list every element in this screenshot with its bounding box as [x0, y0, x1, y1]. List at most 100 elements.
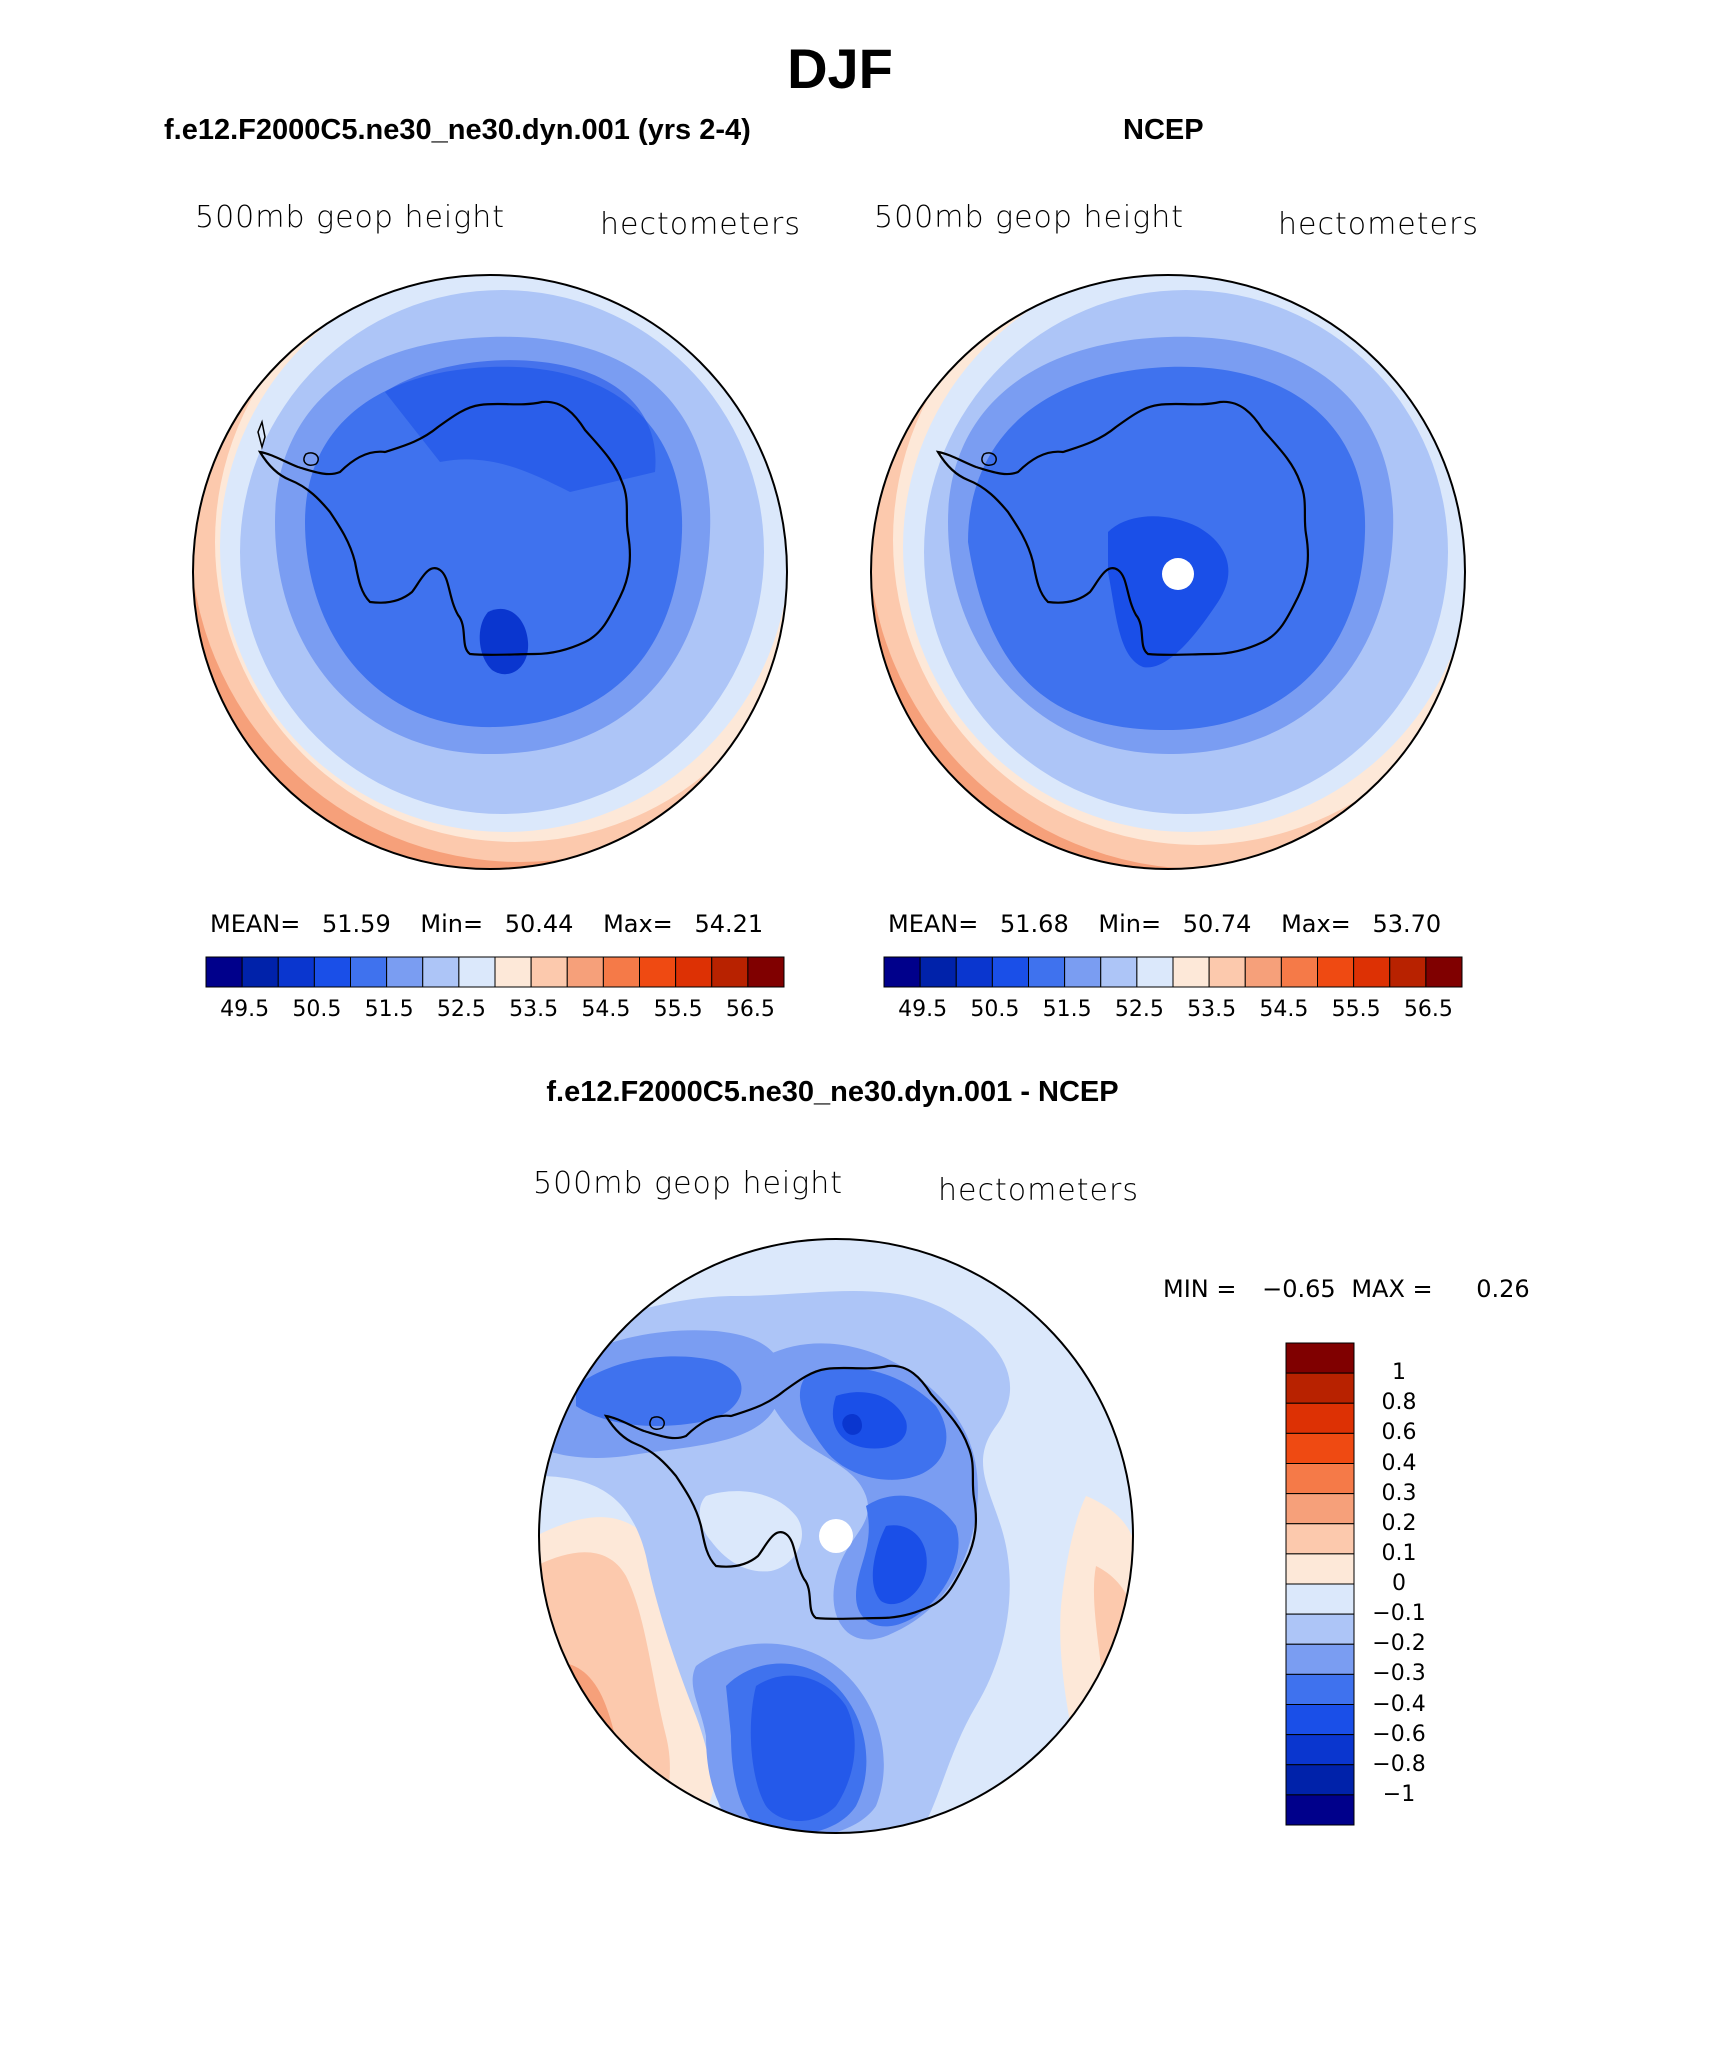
- min-label: Min=: [1098, 910, 1162, 938]
- max-value: 0.26: [1476, 1275, 1530, 1303]
- map-fill-band: [1060, 1496, 1133, 1833]
- colorbar-tick-label: 0.4: [1381, 1450, 1417, 1476]
- obs-colorbar: [883, 956, 1463, 988]
- colorbar-swatch: [1389, 956, 1427, 988]
- obs-units-label: hectometers: [1278, 207, 1479, 242]
- colorbar-swatch: [241, 956, 279, 988]
- colorbar-swatch: [747, 956, 785, 988]
- colorbar-tick-label: 0.2: [1381, 1510, 1417, 1536]
- colorbar-swatch: [1285, 1613, 1355, 1645]
- colorbar-tick-label: 49.5: [220, 997, 270, 1022]
- coastline: [935, 400, 1310, 656]
- pole-missing-data: [1162, 558, 1194, 590]
- colorbar-tick-label: 54.5: [1259, 997, 1309, 1022]
- colorbar-tick-label: 54.5: [581, 997, 631, 1022]
- diff-colorbar-ticks: 1 0.8 0.6 0.4 0.3 0.2 0.1 0 −0.1 −0.2 −0.3 −0.4 −0.6…: [1370, 1343, 1490, 1825]
- map-fill-band: [699, 1491, 802, 1572]
- colorbar-swatch: [566, 956, 604, 988]
- colorbar-swatch: [955, 956, 993, 988]
- colorbar-swatch: [1285, 1432, 1355, 1464]
- coastline: [303, 452, 319, 466]
- colorbar-swatch: [1172, 956, 1210, 988]
- colorbar-swatch: [458, 956, 496, 988]
- diff-stats: MIN = −0.65 MAX = 0.26: [1163, 1275, 1530, 1303]
- mean-value: 51.68: [1000, 910, 1069, 938]
- coastline: [981, 452, 997, 466]
- min-label: Min=: [420, 910, 484, 938]
- colorbar-tick-label: −0.6: [1372, 1721, 1426, 1747]
- colorbar-swatch: [1317, 956, 1355, 988]
- max-value: 53.70: [1372, 910, 1442, 938]
- coastline: [257, 400, 632, 656]
- colorbar-tick-label: 0: [1392, 1571, 1406, 1596]
- map-fill-band: [750, 1675, 855, 1821]
- mean-label: MEAN=: [888, 910, 979, 938]
- colorbar-swatch: [1285, 1402, 1355, 1434]
- max-label: Max=: [1281, 910, 1351, 938]
- obs-variable-label: 500mb geop height: [874, 200, 1185, 235]
- colorbar-tick-label: 0.8: [1381, 1390, 1417, 1416]
- diff-colorbar: [1285, 1342, 1355, 1826]
- colorbar-tick-label: 52.5: [436, 997, 486, 1022]
- colorbar-swatch: [1285, 1523, 1355, 1555]
- map-boundary: [192, 274, 788, 870]
- map-boundary: [870, 274, 1466, 870]
- colorbar-tick-label: −1: [1382, 1781, 1416, 1807]
- mean-value: 51.59: [322, 910, 391, 938]
- colorbar-swatch: [1285, 1794, 1355, 1826]
- max-label: MAX =: [1351, 1275, 1433, 1303]
- colorbar-swatch: [1136, 956, 1174, 988]
- colorbar-tick-label: 51.5: [1042, 997, 1092, 1022]
- colorbar-swatch: [313, 956, 351, 988]
- coastline: [649, 1416, 665, 1430]
- obs-colorbar-ticks: 49.5 50.5 51.5 52.5 53.5 54.5 55.5 56.5: [884, 997, 1462, 1025]
- colorbar-tick-label: −0.4: [1372, 1691, 1426, 1717]
- colorbar-swatch: [1285, 1673, 1355, 1705]
- colorbar-swatch: [1285, 1583, 1355, 1615]
- coastline: [603, 1364, 978, 1620]
- model-variable-label: 500mb geop height: [195, 200, 506, 235]
- model-panel-title: f.e12.F2000C5.ne30_ne30.dyn.001 (yrs 2-4…: [164, 114, 751, 146]
- colorbar-tick-label: 0.1: [1381, 1540, 1417, 1566]
- colorbar-swatch: [1100, 956, 1138, 988]
- colorbar-swatch: [494, 956, 532, 988]
- figure-title: DJF: [787, 37, 893, 100]
- colorbar-tick-label: −0.2: [1372, 1631, 1426, 1657]
- colorbar-tick-label: 51.5: [364, 997, 414, 1022]
- obs-panel-title: NCEP: [1123, 114, 1204, 146]
- map-fill-band: [872, 1525, 927, 1605]
- map-fill-band: [576, 1356, 742, 1426]
- colorbar-swatch: [1425, 956, 1463, 988]
- diff-units-label: hectometers: [938, 1173, 1139, 1208]
- model-stats: MEAN= 51.59 Min= 50.44 Max= 54.21: [210, 910, 763, 938]
- diff-panel-title: f.e12.F2000C5.ne30_ne30.dyn.001 - NCEP: [546, 1076, 1119, 1108]
- mean-label: MEAN=: [210, 910, 301, 938]
- colorbar-swatch: [350, 956, 388, 988]
- colorbar-tick-label: 50.5: [970, 997, 1020, 1022]
- model-units-label: hectometers: [600, 207, 801, 242]
- colorbar-swatch: [1280, 956, 1318, 988]
- colorbar-tick-label: −0.8: [1372, 1751, 1426, 1777]
- model-colorbar-ticks: 49.5 50.5 51.5 52.5 53.5 54.5 55.5 56.5: [206, 997, 784, 1025]
- colorbar-swatch: [530, 956, 568, 988]
- colorbar-swatch: [1285, 1463, 1355, 1495]
- colorbar-swatch: [1285, 1643, 1355, 1675]
- colorbar-tick-label: 55.5: [1331, 997, 1381, 1022]
- colorbar-tick-label: 55.5: [653, 997, 703, 1022]
- colorbar-swatch: [991, 956, 1029, 988]
- colorbar-swatch: [639, 956, 677, 988]
- min-value: 50.44: [504, 910, 574, 938]
- colorbar-swatch: [883, 956, 921, 988]
- colorbar-swatch: [1285, 1704, 1355, 1736]
- colorbar-tick-label: 53.5: [1187, 997, 1237, 1022]
- colorbar-swatch: [602, 956, 640, 988]
- model-polar-map: [192, 274, 788, 870]
- pole-missing-data: [819, 1519, 853, 1553]
- obs-polar-map: [870, 274, 1466, 870]
- colorbar-tick-label: 49.5: [898, 997, 948, 1022]
- colorbar-tick-label: 53.5: [509, 997, 559, 1022]
- colorbar-swatch: [1064, 956, 1102, 988]
- colorbar-tick-label: −0.1: [1372, 1601, 1426, 1627]
- colorbar-tick-label: 0.3: [1381, 1480, 1417, 1506]
- colorbar-swatch: [919, 956, 957, 988]
